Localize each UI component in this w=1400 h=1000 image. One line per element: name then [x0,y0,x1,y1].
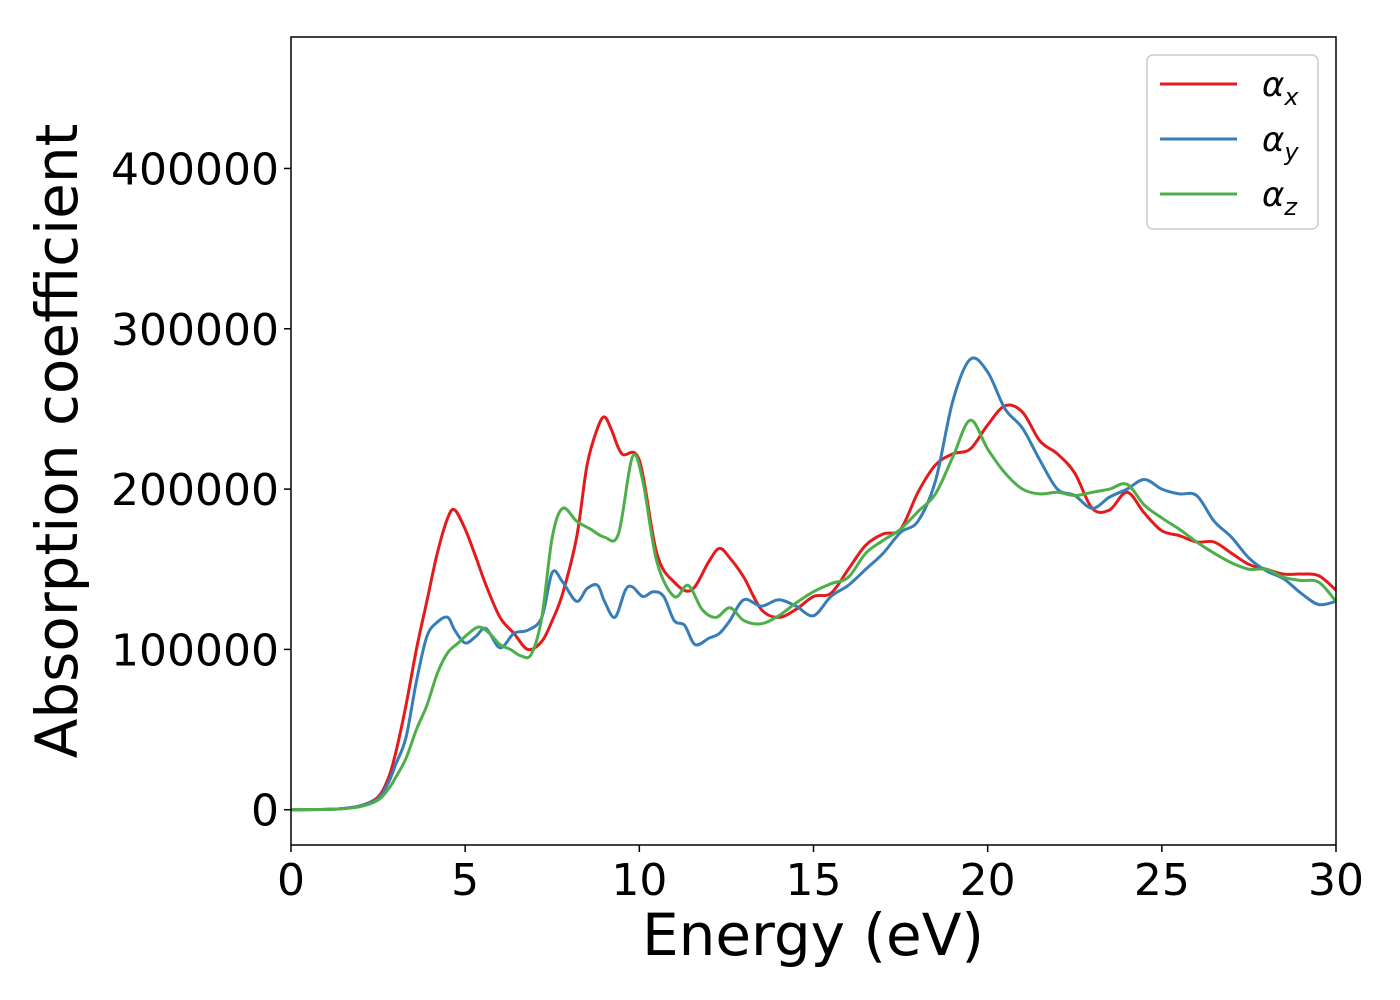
series-layer [291,356,1336,812]
y-tick-label: 400000 [111,144,279,195]
y-tick-label: 100000 [111,625,279,676]
series-line-x [291,403,1336,812]
y-axis-title: Absorption coefficient [23,124,91,759]
legend-label-x: αx [1262,65,1299,111]
x-tick-label: 0 [277,855,305,906]
legend-box [1146,54,1319,230]
x-tick-label: 25 [1134,855,1190,906]
y-tick-label: 300000 [111,305,279,356]
legend-label-y: αy [1262,120,1299,166]
legend-label-z: αz [1262,175,1298,221]
x-tick-label: 20 [960,855,1016,906]
y-tick-label: 200000 [111,465,279,516]
legend-items: αx αy αz [1160,65,1299,221]
legend: αx αy αz [1146,54,1319,230]
x-tick-label: 30 [1308,855,1364,906]
y-tick-label: 0 [251,786,279,837]
series-line-y [291,356,1336,812]
x-tick-label: 5 [451,855,479,906]
series-line-z [291,418,1336,812]
x-ticks: 0 5 10 15 20 25 30 [277,845,1364,906]
x-tick-label: 15 [786,855,842,906]
x-axis-title: Energy (eV) [642,901,984,969]
x-tick-label: 10 [611,855,667,906]
y-ticks: 0 100000 200000 300000 400000 [111,144,291,837]
